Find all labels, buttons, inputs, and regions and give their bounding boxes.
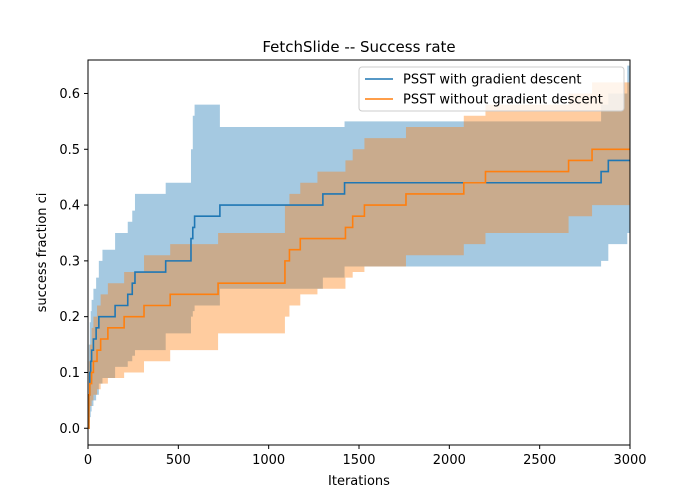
- x-axis-label: Iterations: [328, 474, 390, 489]
- y-axis-ticks: 0.0 0.1 0.2 0.3 0.4 0.5 0.6: [59, 87, 88, 437]
- y-tick-label: 0.5: [59, 143, 80, 158]
- series-line-1: [88, 159, 630, 430]
- x-axis-ticks: 0 500 1000 1500 2000 2500 3000: [84, 445, 647, 468]
- confidence-band-2: [88, 71, 630, 429]
- confidence-bands: [88, 65, 630, 429]
- x-tick-label: 0: [84, 453, 92, 468]
- y-tick-label: 0.4: [59, 199, 80, 214]
- series-line-2: [88, 148, 630, 430]
- y-tick-label: 0.2: [59, 310, 80, 325]
- y-axis-label: success fraction ci: [35, 193, 50, 313]
- chart-title: FetchSlide -- Success rate: [262, 38, 455, 56]
- x-tick-label: 1500: [342, 453, 375, 468]
- legend: PSST with gradient descent PSST without g…: [358, 66, 625, 112]
- series-lines: [88, 148, 630, 430]
- legend-label-1: PSST with gradient descent: [403, 73, 582, 88]
- x-tick-label: 1000: [252, 453, 285, 468]
- confidence-band-1: [88, 65, 630, 429]
- legend-label-2: PSST without gradient descent: [403, 93, 603, 108]
- x-tick-label: 500: [166, 453, 191, 468]
- x-tick-label: 2500: [523, 453, 556, 468]
- y-tick-label: 0.0: [59, 422, 80, 437]
- y-tick-label: 0.6: [59, 87, 80, 102]
- y-tick-label: 0.3: [59, 254, 80, 269]
- x-tick-label: 2000: [433, 453, 466, 468]
- y-tick-label: 0.1: [59, 366, 80, 381]
- x-tick-label: 3000: [613, 453, 646, 468]
- legend-box: [358, 66, 625, 112]
